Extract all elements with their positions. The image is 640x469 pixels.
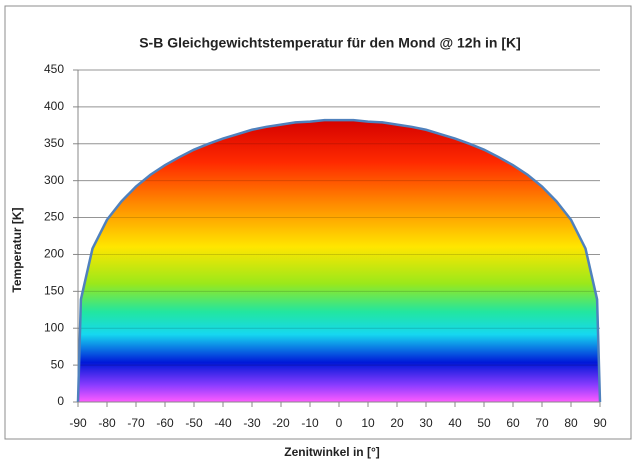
x-tick-label: 80 bbox=[564, 416, 578, 430]
x-tick-label: -60 bbox=[156, 416, 174, 430]
x-tick-label: 60 bbox=[506, 416, 520, 430]
y-tick-label: 150 bbox=[44, 284, 64, 298]
y-tick-label: 200 bbox=[44, 247, 64, 261]
x-tick-label: 30 bbox=[419, 416, 433, 430]
y-tick-label: 50 bbox=[51, 357, 65, 371]
x-tick-label: -90 bbox=[69, 416, 87, 430]
area-outline bbox=[76, 118, 602, 403]
x-tick-label: -20 bbox=[272, 416, 290, 430]
y-tick-label: 250 bbox=[44, 210, 64, 224]
x-tick-label: 70 bbox=[535, 416, 549, 430]
y-tick-label: 100 bbox=[44, 320, 64, 334]
x-tick-label: -30 bbox=[243, 416, 261, 430]
area bbox=[78, 120, 600, 403]
x-tick-label: 0 bbox=[336, 416, 343, 430]
x-tick-label: -40 bbox=[214, 416, 232, 430]
x-tick-label: -50 bbox=[185, 416, 203, 430]
x-tick-label: 90 bbox=[593, 416, 607, 430]
y-tick-label: 400 bbox=[44, 99, 64, 113]
x-tick-label: -10 bbox=[301, 416, 319, 430]
y-tick-label: 350 bbox=[44, 136, 64, 150]
x-tick-label: -70 bbox=[127, 416, 145, 430]
x-tick-label: 40 bbox=[448, 416, 462, 430]
y-tick-label: 450 bbox=[44, 62, 64, 76]
chart-title: S-B Gleichgewichtstemperatur für den Mon… bbox=[139, 35, 521, 51]
y-tick-label: 0 bbox=[57, 394, 64, 408]
y-axis-title: Temperatur [K] bbox=[10, 207, 24, 292]
x-tick-label: -80 bbox=[98, 416, 116, 430]
x-tick-label: 20 bbox=[390, 416, 404, 430]
x-tick-label: 50 bbox=[477, 416, 491, 430]
y-tick-label: 300 bbox=[44, 173, 64, 187]
x-axis-title: Zenitwinkel in [°] bbox=[284, 445, 379, 459]
x-tick-label: 10 bbox=[361, 416, 375, 430]
